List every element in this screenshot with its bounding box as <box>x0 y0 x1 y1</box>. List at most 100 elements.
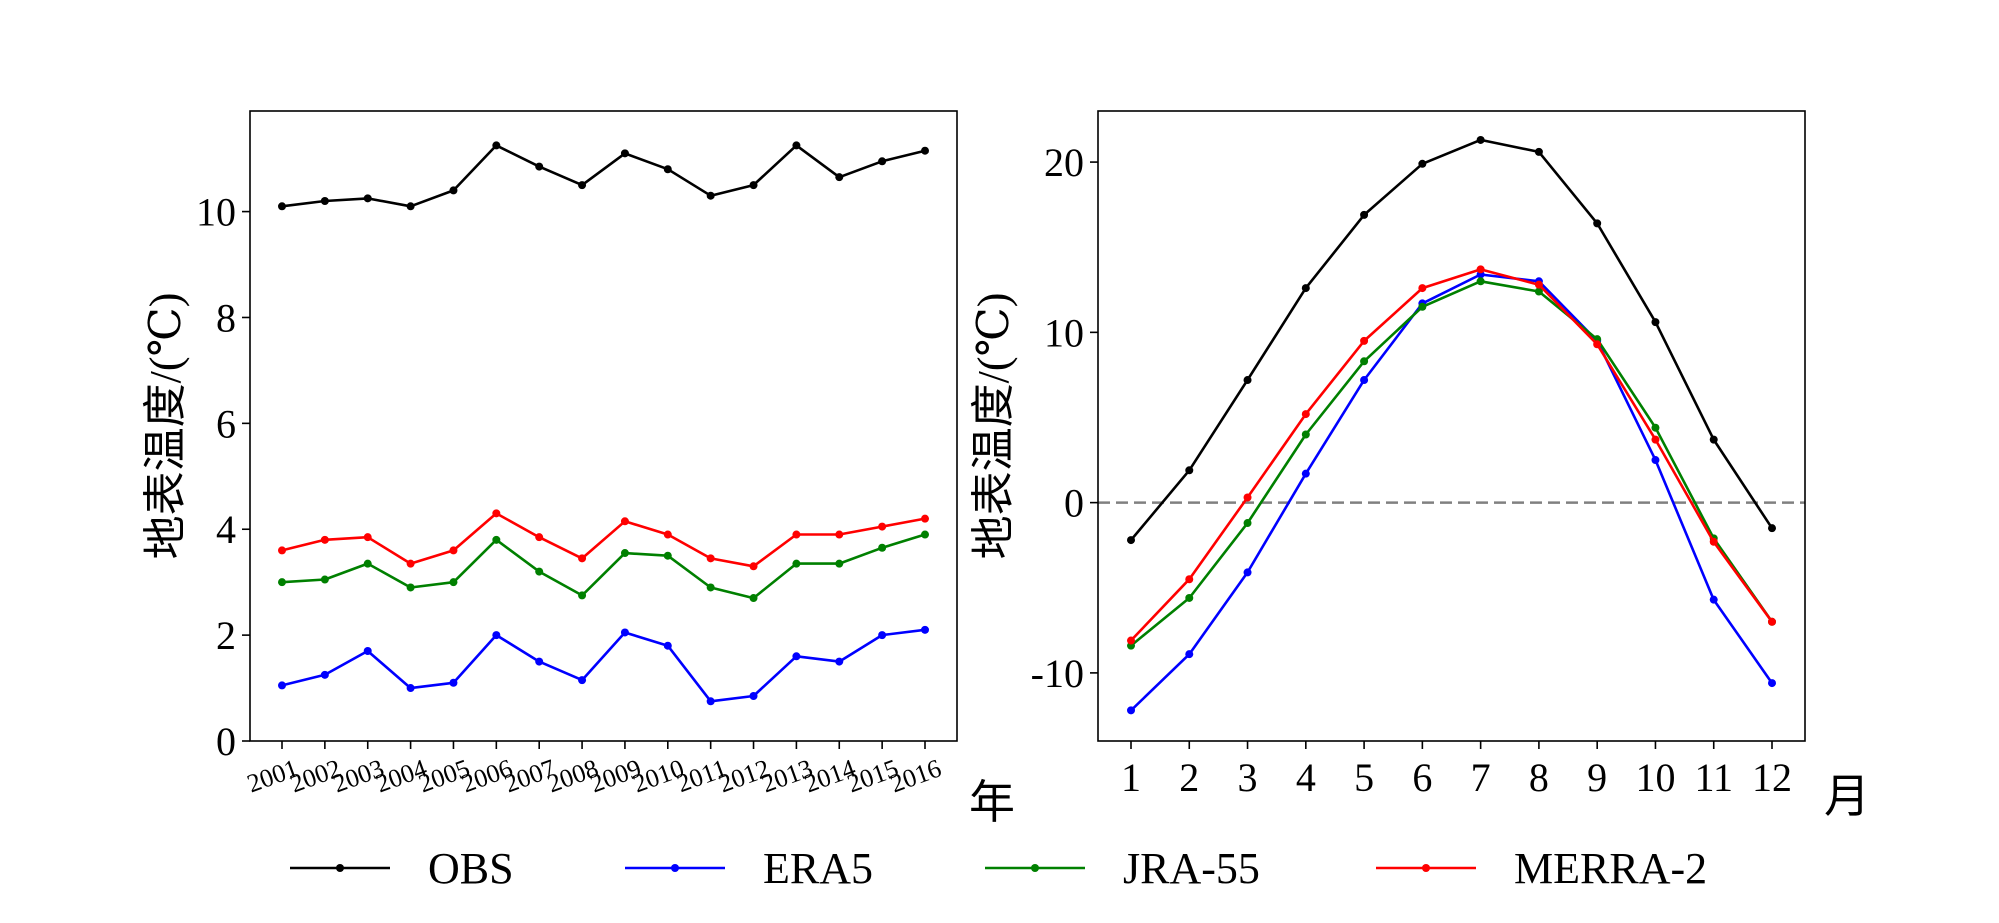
legend-label-merra-2: MERRA-2 <box>1514 844 1707 893</box>
annual-point-obs-2008 <box>578 181 587 190</box>
annual-series-line-obs <box>281 144 926 208</box>
monthly-chart-marks <box>1098 135 1805 715</box>
monthly-point-jra-55-2 <box>1185 593 1194 602</box>
annual-point-era5-2001 <box>278 681 286 690</box>
monthly-point-merra-2-8 <box>1534 280 1543 289</box>
annual-point-jra-55-2014 <box>835 559 844 568</box>
monthly-series-line-jra-55 <box>1130 279 1774 647</box>
annual-point-era5-2010 <box>663 641 672 650</box>
monthly-point-jra-55-8 <box>1534 287 1543 296</box>
annual-point-obs-2014 <box>835 173 844 182</box>
annual-point-era5-2015 <box>878 631 887 640</box>
monthly-point-merra-2-6 <box>1418 284 1427 293</box>
annual-point-merra-2-2009 <box>620 517 629 526</box>
monthly-point-obs-9 <box>1593 219 1602 228</box>
annual-point-obs-2012 <box>749 181 758 190</box>
monthly-x-tick-label: 4 <box>1296 755 1316 800</box>
annual-y-tick-label: 4 <box>216 507 236 552</box>
monthly-point-era5-12 <box>1768 679 1776 688</box>
annual-point-merra-2-2011 <box>706 554 715 563</box>
annual-point-jra-55-2016 <box>921 530 929 539</box>
annual-point-merra-2-2001 <box>278 546 286 555</box>
monthly-point-jra-55-5 <box>1360 357 1369 366</box>
annual-point-era5-2002 <box>320 670 329 679</box>
monthly-point-merra-2-11 <box>1709 537 1718 546</box>
annual-point-era5-2007 <box>535 657 544 666</box>
monthly-series-line-merra-2 <box>1130 268 1774 642</box>
legend: OBS ERA5 JRA-55 MERRA-2 <box>290 844 1707 893</box>
annual-point-merra-2-2012 <box>749 562 758 571</box>
monthly-point-obs-2 <box>1185 466 1194 475</box>
annual-point-obs-2003 <box>363 194 372 203</box>
annual-point-obs-2015 <box>878 157 887 166</box>
monthly-x-tick-label: 1 <box>1121 755 1141 800</box>
monthly-x-tick-label: 12 <box>1752 755 1792 800</box>
annual-y-tick-label: 0 <box>216 719 236 764</box>
monthly-point-era5-2 <box>1185 650 1194 659</box>
annual-chart-marks <box>278 141 929 706</box>
monthly-point-obs-6 <box>1418 159 1427 168</box>
annual-point-jra-55-2005 <box>449 578 458 587</box>
monthly-x-tick-label: 3 <box>1238 755 1258 800</box>
monthly-series-line-obs <box>1130 138 1774 541</box>
annual-point-jra-55-2009 <box>620 549 629 558</box>
legend-label-era5: ERA5 <box>763 844 873 893</box>
annual-y-tick-label: 6 <box>216 401 236 446</box>
legend-label-obs: OBS <box>428 844 514 893</box>
monthly-point-era5-5 <box>1360 376 1369 385</box>
annual-point-jra-55-2004 <box>406 583 415 592</box>
annual-point-merra-2-2002 <box>320 535 329 544</box>
annual-point-era5-2006 <box>492 631 501 640</box>
annual-point-era5-2005 <box>449 678 458 687</box>
annual-point-era5-2013 <box>792 652 801 661</box>
annual-point-era5-2016 <box>921 625 929 634</box>
annual-point-obs-2013 <box>792 141 801 150</box>
annual-point-obs-2005 <box>449 186 458 195</box>
annual-series-line-merra-2 <box>281 512 926 568</box>
monthly-point-jra-55-4 <box>1301 430 1310 439</box>
monthly-point-jra-55-10 <box>1651 423 1660 432</box>
annual-point-jra-55-2003 <box>363 559 372 568</box>
annual-point-merra-2-2010 <box>663 530 672 539</box>
annual-point-merra-2-2004 <box>406 559 415 568</box>
annual-y-tick-label: 10 <box>196 190 236 235</box>
monthly-y-tick-label: 0 <box>1064 481 1084 526</box>
monthly-point-era5-4 <box>1301 469 1310 478</box>
annual-point-era5-2009 <box>620 628 629 637</box>
monthly-point-merra-2-5 <box>1360 336 1369 345</box>
annual-point-obs-2001 <box>278 202 286 211</box>
monthly-x-tick-label: 5 <box>1354 755 1374 800</box>
annual-point-jra-55-2013 <box>792 559 801 568</box>
legend-marker-era5 <box>671 864 679 872</box>
annual-point-obs-2010 <box>663 165 672 174</box>
annual-point-obs-2007 <box>535 162 544 171</box>
monthly-point-merra-2-12 <box>1768 617 1776 626</box>
monthly-x-tick-label: 7 <box>1471 755 1491 800</box>
monthly-point-obs-8 <box>1534 147 1543 156</box>
annual-series-line-jra-55 <box>281 533 926 600</box>
annual-point-era5-2003 <box>363 647 372 655</box>
monthly-x-tick-label: 8 <box>1529 755 1549 800</box>
monthly-y-axis-label: 地表温度/(℃) <box>969 293 1018 560</box>
annual-point-merra-2-2003 <box>363 533 372 542</box>
monthly-y-tick-label: 20 <box>1044 140 1084 185</box>
annual-point-merra-2-2015 <box>878 522 887 531</box>
annual-point-jra-55-2002 <box>320 575 329 584</box>
monthly-point-obs-10 <box>1651 318 1660 327</box>
legend-marker-jra-55 <box>1031 864 1039 872</box>
monthly-point-era5-10 <box>1651 456 1660 465</box>
annual-point-obs-2002 <box>320 197 329 205</box>
monthly-y-tick-label: 10 <box>1044 310 1084 355</box>
monthly-point-obs-7 <box>1476 135 1485 144</box>
monthly-point-jra-55-3 <box>1243 519 1252 528</box>
annual-point-jra-55-2001 <box>278 578 286 587</box>
monthly-x-tick-label: 10 <box>1635 755 1675 800</box>
annual-point-jra-55-2007 <box>535 567 544 576</box>
monthly-point-obs-12 <box>1768 524 1776 533</box>
annual-point-era5-2012 <box>749 692 758 700</box>
monthly-point-merra-2-9 <box>1593 340 1602 349</box>
annual-point-merra-2-2013 <box>792 530 801 539</box>
